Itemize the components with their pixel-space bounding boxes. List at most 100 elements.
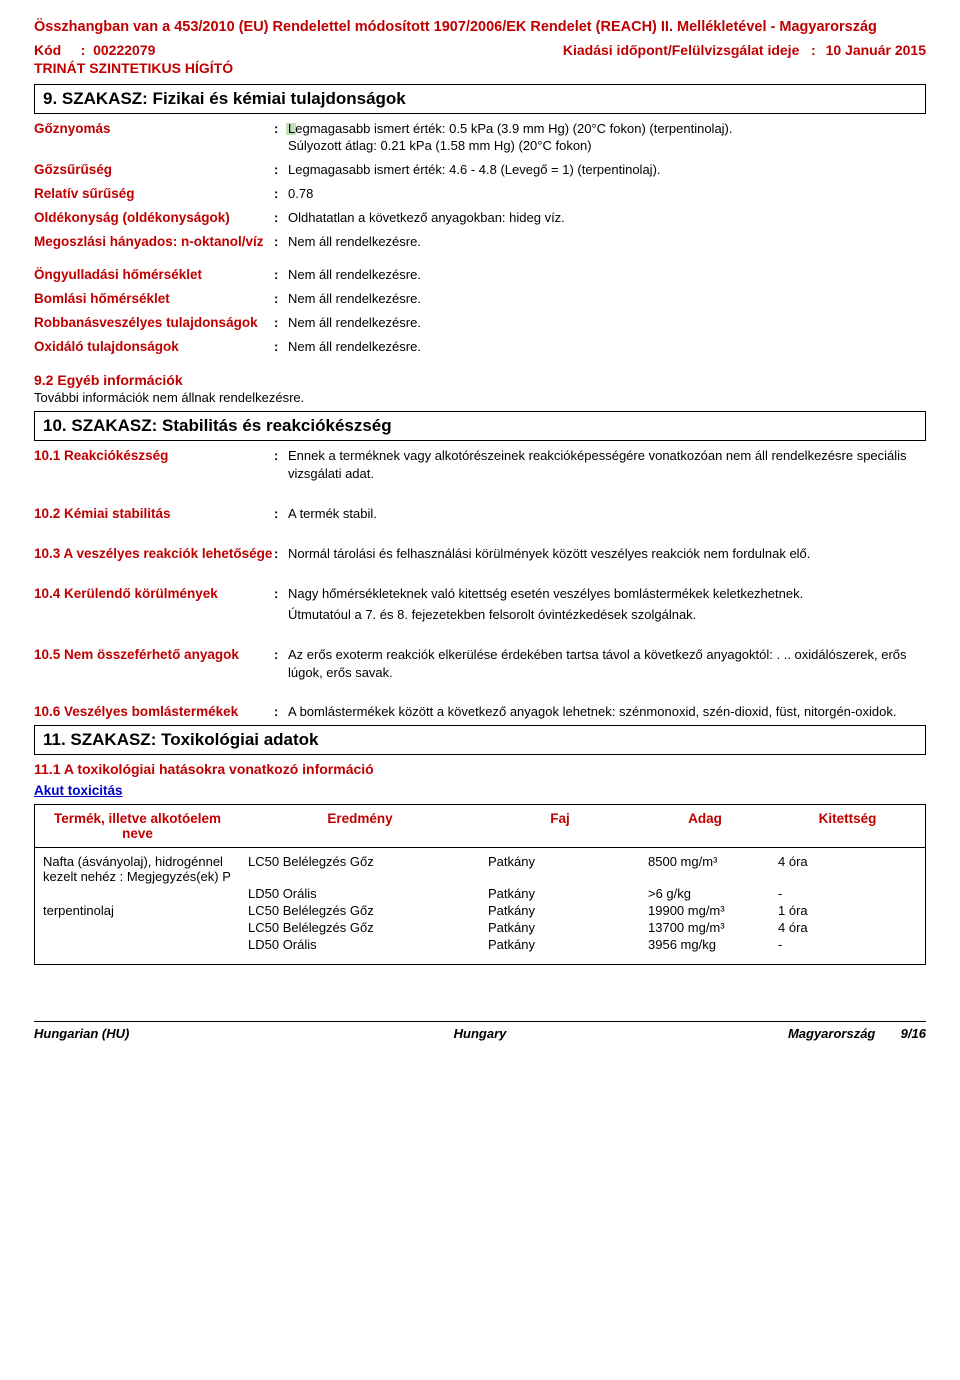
section10-label: 10.5 Nem összeférhető anyagok: [34, 646, 274, 681]
colon: :: [274, 233, 288, 251]
colon: :: [274, 290, 288, 308]
code-label: Kód : 00222079: [34, 42, 155, 58]
section-9-2-heading: 9.2 Egyéb információk: [34, 372, 926, 388]
section10-row: 10.6 Veszélyes bomlástermékek:A bomláste…: [34, 703, 926, 721]
colon: :: [274, 120, 288, 155]
property-value: Legmagasabb ismert érték: 0.5 kPa (3.9 m…: [288, 120, 926, 155]
date-value: 10 Január 2015: [826, 42, 926, 58]
property-label: Bomlási hőmérséklet: [34, 290, 274, 308]
colon: :: [274, 703, 288, 721]
section-11-1-heading: 11.1 A toxikológiai hatásokra vonatkozó …: [34, 761, 926, 777]
tox-cell: 1 óra: [778, 903, 917, 918]
section10-value: A termék stabil.: [288, 505, 926, 523]
tox-cell: terpentinolaj: [43, 903, 248, 918]
tox-cell: -: [778, 937, 917, 952]
tox-cell: Patkány: [488, 903, 648, 918]
colon: :: [274, 646, 288, 681]
tox-cell: 3956 mg/kg: [648, 937, 778, 952]
tox-row: LD50 OrálisPatkány3956 mg/kg-: [43, 937, 917, 952]
colon: :: [274, 505, 288, 523]
tox-cell: [43, 920, 248, 935]
th-species: Faj: [480, 805, 640, 847]
property-row: Megoszlási hányados: n-oktanol/víz:Nem á…: [34, 233, 926, 251]
property-value: Nem áll rendelkezésre.: [288, 233, 926, 251]
footer-country-hu: Magyarország: [788, 1026, 875, 1041]
tox-cell: >6 g/kg: [648, 886, 778, 901]
tox-cell: 8500 mg/m³: [648, 854, 778, 884]
colon: :: [274, 209, 288, 227]
tox-table-body: Nafta (ásványolaj), hidrogénnel kezelt n…: [34, 848, 926, 965]
tox-row: LC50 Belélegzés GőzPatkány13700 mg/m³4 ó…: [43, 920, 917, 935]
tox-row: LD50 OrálisPatkány>6 g/kg-: [43, 886, 917, 901]
section10-label: 10.1 Reakciókészség: [34, 447, 274, 482]
tox-cell: LC50 Belélegzés Gőz: [248, 920, 488, 935]
property-row: Gőzsűrűség:Legmagasabb ismert érték: 4.6…: [34, 161, 926, 179]
property-value: 0.78: [288, 185, 926, 203]
colon: :: [274, 161, 288, 179]
tox-cell: 13700 mg/m³: [648, 920, 778, 935]
section10-row: 10.1 Reakciókészség:Ennek a terméknek va…: [34, 447, 926, 482]
property-label: Gőzsűrűség: [34, 161, 274, 179]
property-row: Bomlási hőmérséklet:Nem áll rendelkezésr…: [34, 290, 926, 308]
tox-cell: Patkány: [488, 920, 648, 935]
th-result: Eredmény: [240, 805, 480, 847]
section-11-heading: 11. SZAKASZ: Toxikológiai adatok: [43, 730, 917, 750]
tox-row: terpentinolajLC50 Belélegzés GőzPatkány1…: [43, 903, 917, 918]
section10-value: Normál tárolási és felhasználási körülmé…: [288, 545, 926, 563]
property-value: Legmagasabb ismert érték: 4.6 - 4.8 (Lev…: [288, 161, 926, 179]
property-label: Öngyulladási hőmérséklet: [34, 266, 274, 284]
section10-row: 10.3 A veszélyes reakciók lehetősége:Nor…: [34, 545, 926, 563]
property-label: Oxidáló tulajdonságok: [34, 338, 274, 356]
code-value: 00222079: [93, 42, 155, 58]
code-date-row: Kód : 00222079 Kiadási időpont/Felülvizs…: [34, 42, 926, 58]
section10-label: 10.3 A veszélyes reakciók lehetősége: [34, 545, 274, 563]
section10-value: Az erős exoterm reakciók elkerülése érde…: [288, 646, 926, 681]
section-10-box: 10. SZAKASZ: Stabilitás és reakciókészsé…: [34, 411, 926, 441]
section10-label: 10.4 Kerülendő körülmények: [34, 585, 274, 624]
colon: :: [274, 545, 288, 563]
tox-cell: [43, 937, 248, 952]
property-value: Nem áll rendelkezésre.: [288, 290, 926, 308]
tox-cell: Patkány: [488, 886, 648, 901]
reach-compliance-line: Összhangban van a 453/2010 (EU) Rendelet…: [34, 18, 926, 38]
section10-value: Ennek a terméknek vagy alkotórészeinek r…: [288, 447, 926, 482]
tox-cell: [43, 886, 248, 901]
property-row: Oxidáló tulajdonságok:Nem áll rendelkezé…: [34, 338, 926, 356]
colon: :: [274, 585, 288, 624]
tox-cell: Patkány: [488, 854, 648, 884]
tox-cell: LC50 Belélegzés Gőz: [248, 903, 488, 918]
section-11-box: 11. SZAKASZ: Toxikológiai adatok: [34, 725, 926, 755]
property-value: Nem áll rendelkezésre.: [288, 314, 926, 332]
property-value: Oldhatatlan a következő anyagokban: hide…: [288, 209, 926, 227]
th-name: Termék, illetve alkotóelem neve: [35, 805, 240, 847]
section-9-2-text: További információk nem állnak rendelkez…: [34, 390, 926, 405]
date-label: Kiadási időpont/Felülvizsgálat ideje :: [155, 42, 825, 58]
section10-row: 10.4 Kerülendő körülmények:Nagy hőmérsék…: [34, 585, 926, 624]
colon: :: [274, 314, 288, 332]
property-label: Gőznyomás: [34, 120, 274, 155]
section-10-heading: 10. SZAKASZ: Stabilitás és reakciókészsé…: [43, 416, 917, 436]
tox-cell: 19900 mg/m³: [648, 903, 778, 918]
property-row: Robbanásveszélyes tulajdonságok:Nem áll …: [34, 314, 926, 332]
colon: :: [274, 338, 288, 356]
tox-cell: LD50 Orális: [248, 937, 488, 952]
property-label: Oldékonyság (oldékonyságok): [34, 209, 274, 227]
property-label: Relatív sűrűség: [34, 185, 274, 203]
section-9-box: 9. SZAKASZ: Fizikai és kémiai tulajdonsá…: [34, 84, 926, 114]
header-block: Összhangban van a 453/2010 (EU) Rendelet…: [34, 18, 926, 76]
property-row: Öngyulladási hőmérséklet:Nem áll rendelk…: [34, 266, 926, 284]
tox-cell: 4 óra: [778, 854, 917, 884]
property-label: Megoszlási hányados: n-oktanol/víz: [34, 233, 274, 251]
section10-value: Nagy hőmérsékleteknek való kitettség ese…: [288, 585, 926, 624]
akut-toxicitas-link[interactable]: Akut toxicitás: [34, 783, 123, 798]
section10-label: 10.2 Kémiai stabilitás: [34, 505, 274, 523]
tox-cell: -: [778, 886, 917, 901]
tox-cell: LD50 Orális: [248, 886, 488, 901]
footer-page: 9/16: [901, 1026, 926, 1041]
tox-cell: Patkány: [488, 937, 648, 952]
property-row: Oldékonyság (oldékonyságok):Oldhatatlan …: [34, 209, 926, 227]
tox-cell: LC50 Belélegzés Gőz: [248, 854, 488, 884]
tox-cell: 4 óra: [778, 920, 917, 935]
tox-cell: Nafta (ásványolaj), hidrogénnel kezelt n…: [43, 854, 248, 884]
property-value: Nem áll rendelkezésre.: [288, 338, 926, 356]
